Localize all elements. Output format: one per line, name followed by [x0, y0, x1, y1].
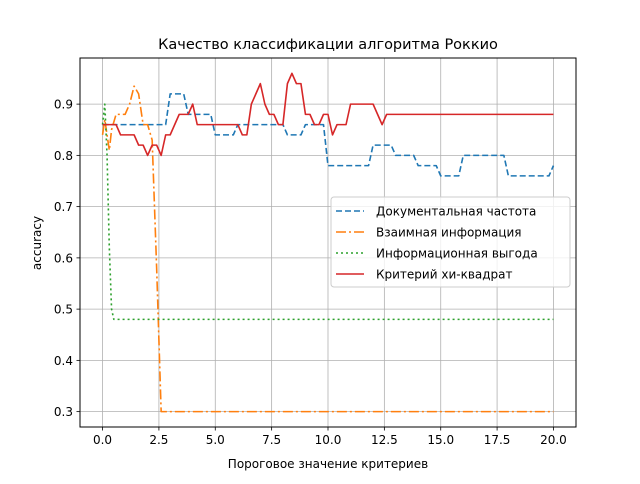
y-tick-label: 0.5 [54, 303, 73, 317]
chart-title: Качество классификации алгоритма Роккио [158, 37, 498, 53]
legend-label-3: Критерий хи-квадрат [376, 268, 513, 282]
series-line-0 [102, 93, 555, 177]
x-tick-label: 12.5 [371, 433, 398, 447]
y-tick-label: 0.4 [54, 354, 73, 368]
x-tick-label: 17.5 [484, 433, 511, 447]
series-lines [101, 72, 555, 413]
axis-ticks: 0.0 2.5 5.0 7.5 10.0 12.5 15.0 17.5 20.0 0.3 0.4 0.… [54, 98, 567, 447]
x-tick-label: 0.0 [93, 433, 112, 447]
legend-frame [330, 196, 571, 288]
y-tick-label: 0.8 [54, 149, 73, 163]
x-tick-label: 2.5 [149, 433, 168, 447]
series-line-3 [102, 72, 554, 157]
y-tick-label: 0.3 [54, 405, 73, 419]
y-axis-label: accuracy [30, 216, 44, 270]
legend: Документальная частота Взаимная информаци… [330, 196, 571, 288]
x-tick-label: 15.0 [427, 433, 454, 447]
x-tick-label: 7.5 [262, 433, 281, 447]
x-tick-label: 5.0 [206, 433, 225, 447]
series-line-2 [101, 103, 554, 321]
y-tick-label: 0.9 [54, 98, 73, 112]
x-axis-label: Пороговое значение критериев [228, 457, 428, 471]
legend-label-2: Информационная выгода [376, 247, 538, 261]
x-tick-label: 10.0 [315, 433, 342, 447]
legend-label-0: Документальная частота [376, 205, 536, 219]
x-tick-label: 20.0 [540, 433, 567, 447]
legend-label-1: Взаимная информация [376, 226, 522, 240]
y-tick-label: 0.7 [54, 200, 73, 214]
y-tick-label: 0.6 [54, 251, 73, 265]
